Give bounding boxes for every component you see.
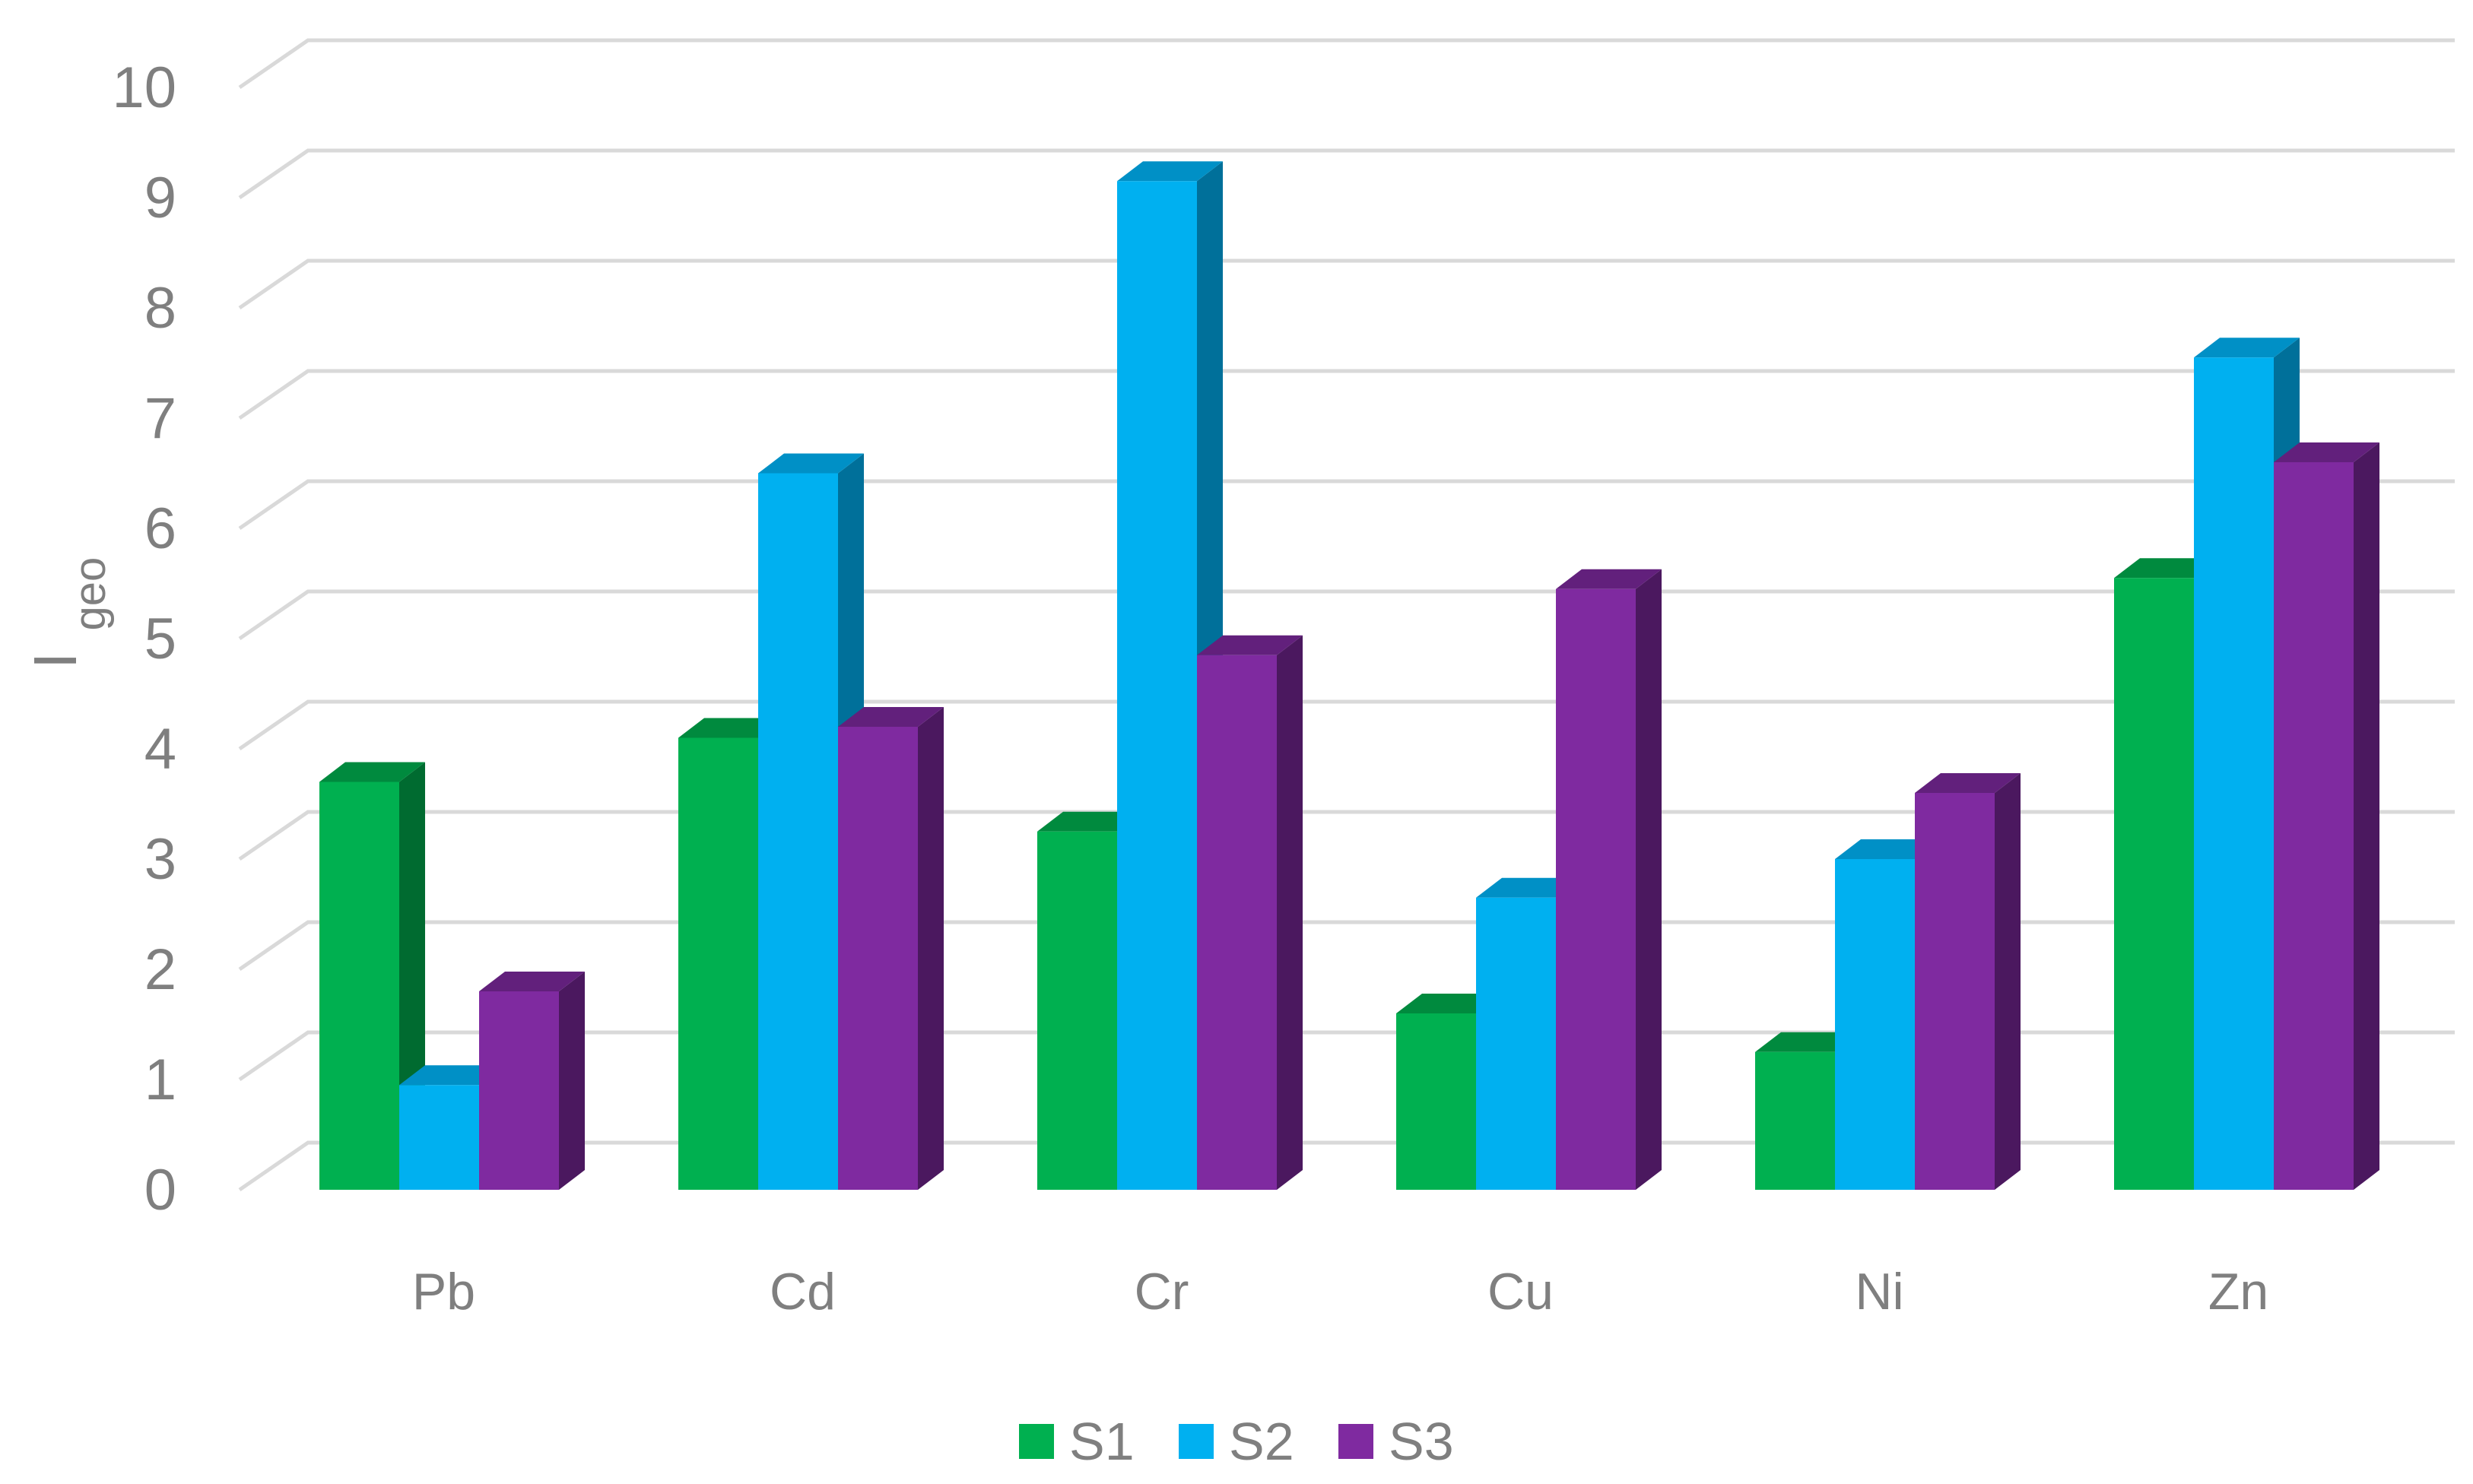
y-tick-label: 10 [112,55,176,120]
bar-top [1835,839,1941,859]
gridline [238,479,2455,531]
bar-ni-s2 [1835,839,1941,1190]
gridline [238,369,2455,420]
bar-pb-s3 [479,972,585,1190]
bar-side [2354,442,2379,1190]
y-tick-label: 0 [144,1158,176,1222]
bar-front [758,473,838,1190]
bar-front [838,727,918,1190]
gridline [238,258,2455,310]
gridline [238,38,2455,90]
bar-front [1755,1051,1835,1190]
bar-top [1037,811,1143,832]
bar-side [559,972,585,1190]
y-tick-label: 3 [144,827,176,892]
category-label: Zn [2208,1263,2268,1321]
bar-front [319,782,399,1190]
bar-side [1995,773,2021,1190]
bar-top [2274,442,2379,462]
bar-top [479,972,585,991]
bar-front [479,991,559,1190]
y-axis-label-main: I [21,652,89,669]
category-label: Cd [770,1263,836,1321]
y-tick-label: 1 [144,1048,176,1112]
bar-top [1556,569,1662,589]
bar-front [678,737,758,1190]
legend: S1 S2 S3 [1019,1412,1454,1471]
bar-side [1636,569,1662,1190]
bar-front [1037,831,1117,1190]
y-tick-label: 8 [144,276,176,341]
bar-cd-s3 [838,707,944,1190]
y-tick-label: 9 [144,166,176,230]
y-axis-label-sub: geo [65,557,115,631]
category-label: Cu [1487,1263,1554,1321]
y-tick-label: 5 [144,607,176,671]
bar-cu-s3 [1556,569,1662,1190]
bar-ni-s3 [1915,773,2021,1190]
y-tick-label: 2 [144,937,176,1002]
bar-front [2114,578,2194,1190]
gridline [238,699,2455,751]
bar-front [1396,1013,1476,1190]
bar-front [399,1085,479,1190]
y-axis-label: I geo [21,557,115,669]
bar-top [1396,994,1502,1013]
legend-label: S3 [1389,1412,1454,1471]
legend-item-s1: S1 [1019,1412,1135,1471]
bar-top [1117,161,1223,182]
category-label: Ni [1855,1263,1903,1321]
bars [319,161,2379,1190]
legend-swatch [1179,1424,1214,1459]
legend-item-s2: S2 [1179,1412,1294,1471]
y-axis-ticks: 0 1 2 3 4 5 6 7 8 9 10 [112,55,176,1222]
bar-top [319,762,425,782]
bar-side [918,707,944,1190]
gridlines [238,38,2455,1192]
bar-top [758,453,864,474]
gridline [238,148,2455,200]
gridline [238,1140,2455,1192]
bar-front [1197,655,1277,1190]
category-label: Cr [1135,1263,1189,1321]
bar-top [399,1065,505,1086]
y-tick-label: 6 [144,496,176,561]
bar-top [2114,558,2220,579]
legend-swatch [1338,1424,1373,1459]
bar-top [1755,1032,1861,1052]
bar-front [1835,859,1915,1190]
y-tick-label: 4 [144,717,176,782]
gridline [238,1030,2455,1082]
bar-top [2194,338,2300,358]
bar-top [1915,773,2021,793]
bar-top [1476,877,1582,898]
legend-label: S1 [1069,1412,1135,1471]
bar-zn-s3 [2274,442,2379,1190]
y-tick-label: 7 [144,386,176,451]
legend-item-s3: S3 [1338,1412,1454,1471]
category-labels: Pb Cd Cr Cu Ni Zn [412,1263,2268,1321]
svg-text:I geo: I geo [21,557,115,669]
bar-cr-s3 [1197,635,1303,1190]
bar-top [678,718,784,738]
bar-side [1277,635,1303,1190]
bar-top [838,707,944,727]
legend-label: S2 [1229,1412,1294,1471]
gridline [238,810,2455,861]
bar-front [1117,181,1197,1190]
bar-top [1197,635,1303,655]
gridline [238,589,2455,641]
bar-front [1476,897,1556,1190]
category-label: Pb [412,1263,475,1321]
bar-front [2194,357,2274,1190]
bar-front [2274,462,2354,1190]
gridline [238,920,2455,972]
bar-front [1915,793,1995,1190]
bar-front [1556,588,1636,1190]
legend-swatch [1019,1424,1054,1459]
